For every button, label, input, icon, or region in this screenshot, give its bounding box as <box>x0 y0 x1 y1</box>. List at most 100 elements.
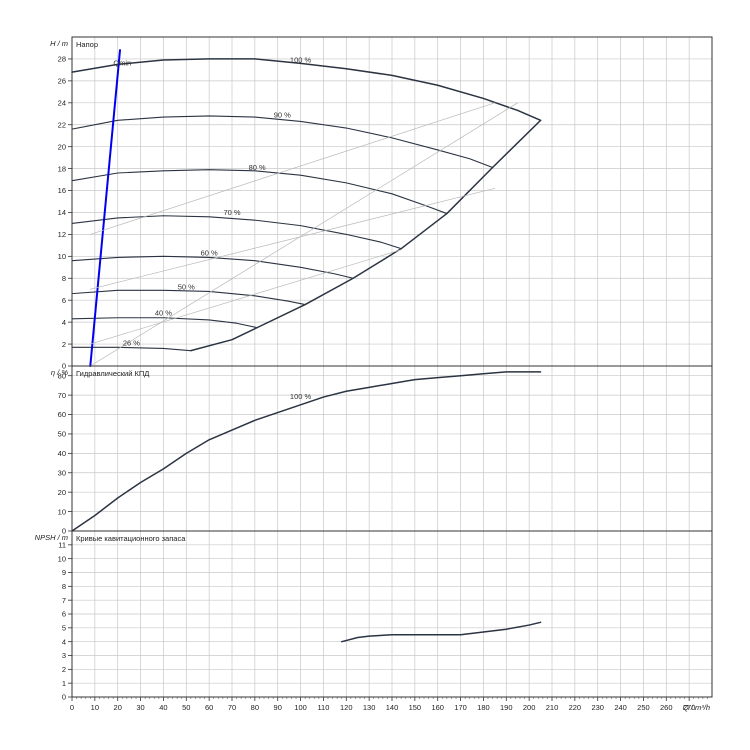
y-tick-label: 20 <box>58 488 66 497</box>
x-tick-label: 220 <box>569 703 582 712</box>
x-tick-label: 210 <box>546 703 559 712</box>
x-tick-label: 180 <box>477 703 490 712</box>
y-tick-label: 10 <box>58 507 66 516</box>
x-tick-label: 110 <box>317 703 329 712</box>
x-tick-label: 150 <box>409 703 422 712</box>
curve-label: 100 % <box>290 55 312 64</box>
x-tick-label: 80 <box>251 703 259 712</box>
y-tick-label: 12 <box>58 230 66 239</box>
y-tick-label: 60 <box>58 410 66 419</box>
y-tick-label: 14 <box>58 208 66 217</box>
x-tick-label: 230 <box>591 703 604 712</box>
x-tick-label: 190 <box>500 703 513 712</box>
x-tick-label: 130 <box>363 703 376 712</box>
y-tick-label: 9 <box>62 568 66 577</box>
y-tick-label: 11 <box>58 541 66 550</box>
series-line <box>71 115 494 169</box>
y-tick-label: 7 <box>62 596 66 605</box>
y-tick-label: 24 <box>58 99 66 108</box>
y-tick-label: 40 <box>58 449 66 458</box>
y-tick-label: 22 <box>58 120 66 129</box>
y-tick-label: 0 <box>62 527 66 536</box>
y-tick-label: 4 <box>62 637 66 646</box>
series-line <box>89 102 496 235</box>
x-tick-label: 30 <box>136 703 144 712</box>
x-tick-label: 50 <box>182 703 190 712</box>
curve-label: 80 % <box>249 163 266 172</box>
x-tick-label: 260 <box>660 703 673 712</box>
curve-label: 100 % <box>290 392 312 401</box>
y-tick-label: 5 <box>62 624 66 633</box>
x-tick-label: 250 <box>637 703 650 712</box>
grid-layer <box>71 37 713 698</box>
curve-label: 40 % <box>155 309 172 318</box>
y-tick-label: 8 <box>62 582 66 591</box>
y-tick-label: 10 <box>58 554 66 563</box>
series-line <box>71 215 402 250</box>
y-axis-label: H / m <box>50 39 68 48</box>
y-tick-label: 8 <box>62 274 66 283</box>
x-tick-label: 170 <box>454 703 467 712</box>
y-tick-label: 18 <box>58 164 66 173</box>
y-tick-label: 1 <box>62 679 66 688</box>
x-tick-label: 90 <box>274 703 282 712</box>
frame-layer <box>68 36 713 701</box>
x-tick-label: 40 <box>159 703 167 712</box>
series-line <box>71 317 258 329</box>
series-layer <box>71 49 542 643</box>
y-tick-label: 4 <box>62 318 66 327</box>
series-line <box>71 255 354 279</box>
x-tick-label: 70 <box>228 703 236 712</box>
curve-label: 90 % <box>274 110 291 119</box>
x-tick-label: 10 <box>91 703 99 712</box>
y-tick-label: 0 <box>62 362 66 371</box>
y-tick-label: 0 <box>62 693 66 702</box>
x-tick-label: 240 <box>614 703 627 712</box>
y-tick-label: 2 <box>62 340 66 349</box>
x-tick-label: 200 <box>523 703 536 712</box>
series-line <box>71 289 306 306</box>
x-tick-label: 120 <box>340 703 353 712</box>
y-tick-label: 50 <box>58 430 66 439</box>
y-axis-label: η / % <box>51 368 68 377</box>
y-tick-label: 3 <box>62 651 66 660</box>
series-line <box>71 169 448 215</box>
x-tick-label: 100 <box>294 703 307 712</box>
panel-title: Напор <box>76 40 98 49</box>
series-line <box>190 119 542 352</box>
y-axis-label: NPSH / m <box>35 533 68 542</box>
panel-title: Гидравлический КПД <box>76 369 149 378</box>
panel-title: Кривые кавитационного запаса <box>76 534 186 543</box>
curve-label: Qmin <box>113 59 131 68</box>
curve-label: 70 % <box>223 208 240 217</box>
y-tick-label: 20 <box>58 142 66 151</box>
x-axis-label: Q / m³/h <box>683 703 710 712</box>
y-tick-label: 6 <box>62 296 66 305</box>
x-tick-label: 140 <box>386 703 399 712</box>
x-tick-label: 270 <box>683 703 696 712</box>
x-tick-label: 160 <box>431 703 444 712</box>
y-tick-label: 26 <box>58 77 66 86</box>
y-tick-label: 28 <box>58 55 66 64</box>
y-tick-label: 10 <box>58 252 66 261</box>
y-tick-label: 80 <box>58 371 66 380</box>
series-line <box>89 187 496 290</box>
x-tick-label: 0 <box>70 703 74 712</box>
y-tick-label: 6 <box>62 610 66 619</box>
series-line <box>71 346 192 352</box>
x-tick-label: 20 <box>114 703 122 712</box>
curve-label: 26 % <box>123 338 140 347</box>
series-line <box>71 371 542 532</box>
series-line <box>89 49 121 367</box>
curve-label: 50 % <box>178 282 195 291</box>
y-tick-label: 30 <box>58 468 66 477</box>
y-tick-label: 16 <box>58 186 66 195</box>
y-tick-label: 2 <box>62 665 66 674</box>
x-tick-label: 60 <box>205 703 213 712</box>
series-line <box>340 621 542 643</box>
y-tick-label: 70 <box>58 391 66 400</box>
series-line <box>71 58 542 122</box>
series-line <box>89 249 402 345</box>
